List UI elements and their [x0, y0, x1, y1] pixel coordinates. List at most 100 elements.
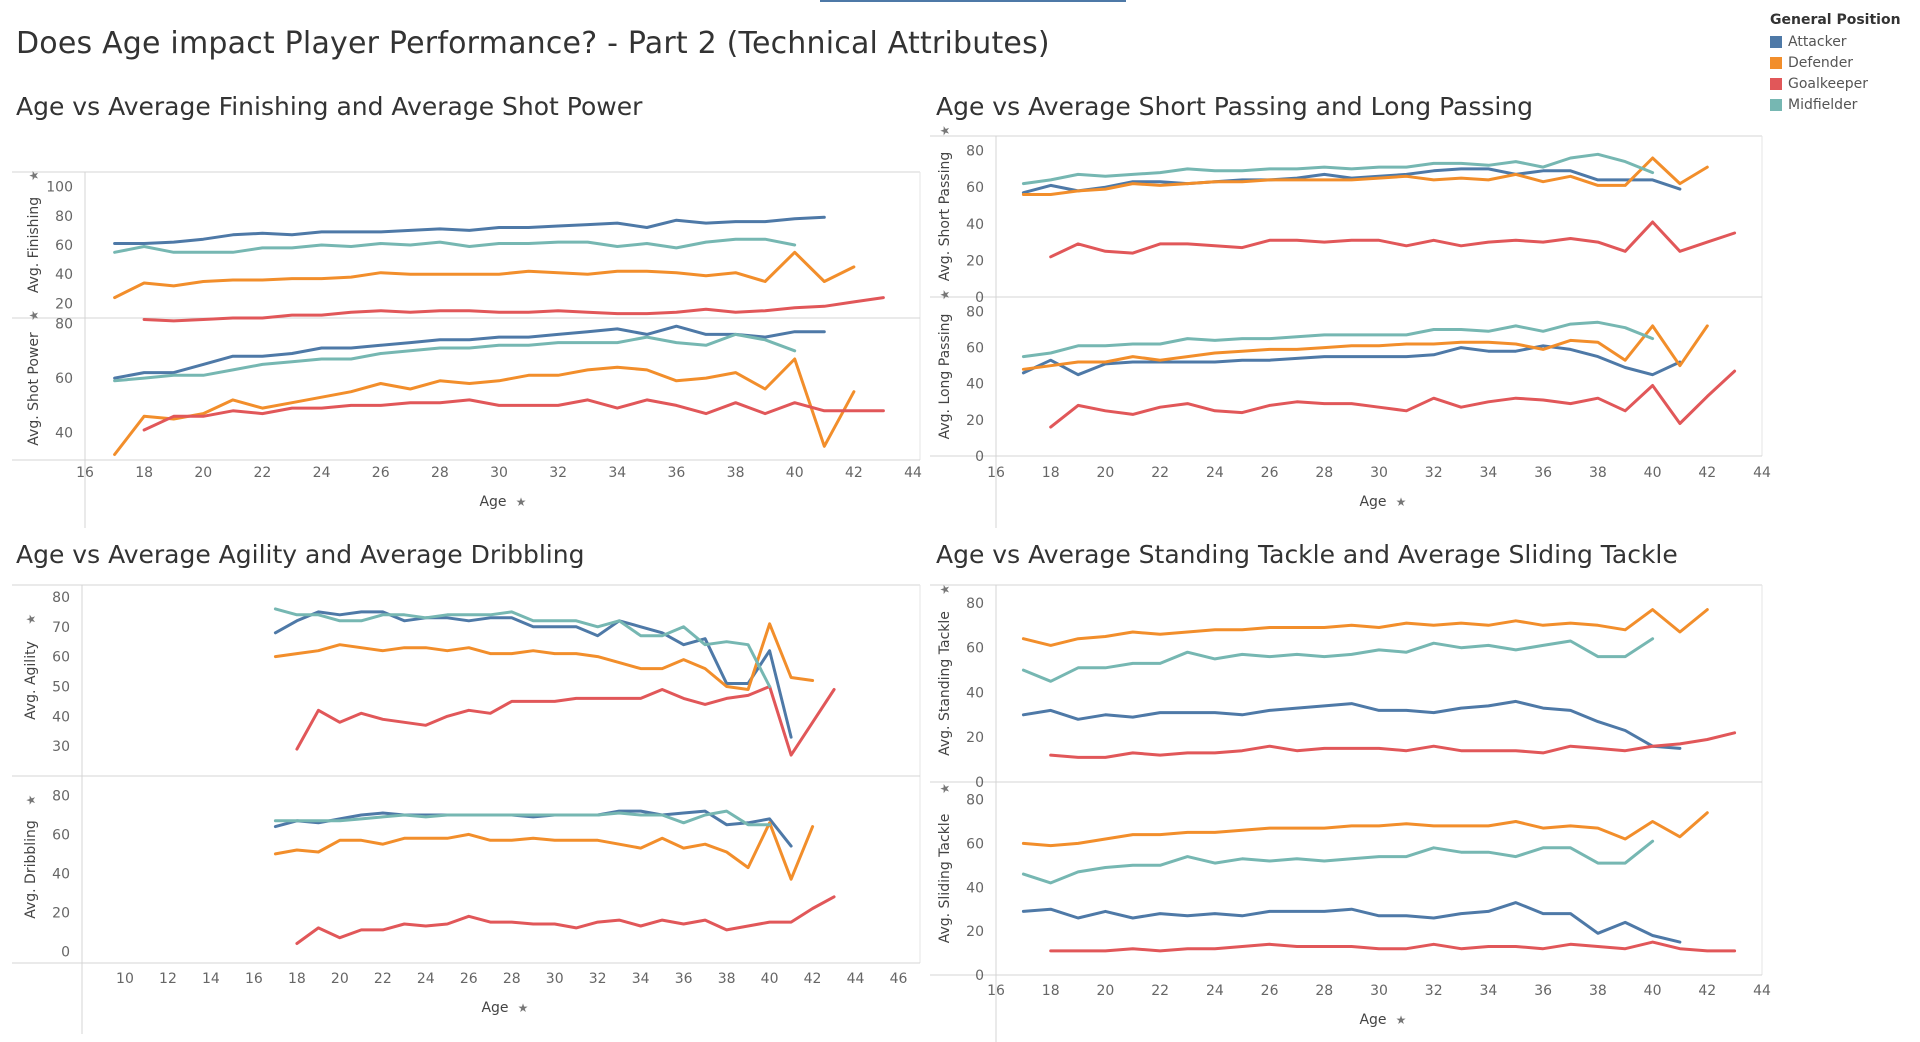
x-tick-label: 30: [546, 971, 564, 987]
series-line-attacker[interactable]: [1021, 167, 1682, 195]
x-tick-label: 34: [1480, 465, 1498, 481]
x-tick-label: 32: [549, 465, 567, 481]
pin-icon[interactable]: ★: [938, 289, 952, 300]
series-line-defender[interactable]: [1021, 608, 1709, 647]
x-tick-label: 36: [675, 971, 693, 987]
x-tick-label: 44: [1753, 465, 1771, 481]
pin-icon[interactable]: ★: [1396, 495, 1407, 509]
series-line-midfielder[interactable]: [1021, 637, 1655, 683]
legend-item-attacker[interactable]: Attacker: [1770, 31, 1920, 52]
series-line-goalkeeper[interactable]: [1049, 220, 1737, 259]
x-tick-label: 32: [589, 971, 607, 987]
series-line-defender[interactable]: [1021, 324, 1709, 371]
x-tick-label: 22: [1151, 465, 1169, 481]
series-line-midfielder[interactable]: [113, 332, 797, 383]
series-line-attacker[interactable]: [1021, 699, 1682, 750]
x-tick-label: 16: [76, 465, 94, 481]
legend-item-defender[interactable]: Defender: [1770, 52, 1920, 73]
series-line-attacker[interactable]: [1021, 344, 1682, 377]
legend-item-midfielder[interactable]: Midfielder: [1770, 94, 1920, 115]
series-line-defender[interactable]: [113, 357, 856, 456]
dashboard-title: Does Age impact Player Performance? - Pa…: [16, 26, 1050, 61]
x-tick-label: 42: [1698, 465, 1716, 481]
x-tick-label: 34: [1480, 983, 1498, 999]
series-line-midfielder[interactable]: [1021, 152, 1655, 186]
pin-icon[interactable]: ★: [938, 783, 952, 794]
x-tick-label: 26: [372, 465, 390, 481]
y-tick-label: 70: [52, 620, 70, 636]
pin-icon[interactable]: ★: [938, 125, 952, 136]
legend-swatch-midfielder: [1770, 98, 1782, 111]
y-tick-label: 20: [966, 413, 984, 429]
series-line-defender[interactable]: [1021, 156, 1709, 196]
y-tick-label: 80: [966, 144, 984, 160]
series-line-attacker[interactable]: [273, 809, 793, 848]
pin-icon[interactable]: ★: [24, 614, 38, 625]
y-axis-title: Avg. Short Passing: [937, 152, 953, 281]
pin-icon[interactable]: ★: [1396, 1013, 1407, 1027]
y-tick-label: 40: [52, 866, 70, 882]
series-line-defender[interactable]: [273, 821, 815, 881]
pin-icon[interactable]: ★: [24, 795, 38, 806]
series-line-attacker[interactable]: [113, 215, 826, 245]
series-line-goalkeeper[interactable]: [1049, 731, 1737, 759]
y-tick-label: 0: [975, 290, 984, 306]
pin-icon[interactable]: ★: [27, 310, 41, 321]
x-tick-label: 42: [804, 971, 822, 987]
x-tick-label: 10: [116, 971, 134, 987]
pin-icon[interactable]: ★: [518, 1001, 529, 1015]
y-tick-label: 80: [966, 793, 984, 809]
legend: General Position Attacker Defender Goalk…: [1770, 12, 1920, 115]
y-tick-label: 60: [966, 180, 984, 196]
x-tick-label: 24: [417, 971, 435, 987]
y-tick-label: 20: [52, 905, 70, 921]
x-tick-label: 44: [904, 465, 922, 481]
y-tick-label: 80: [55, 209, 73, 225]
x-tick-label: 16: [245, 971, 263, 987]
series-line-midfielder[interactable]: [273, 607, 772, 688]
x-tick-label: 26: [1261, 983, 1279, 999]
series-line-attacker[interactable]: [1021, 901, 1682, 944]
x-tick-label: 14: [202, 971, 220, 987]
y-tick-label: 20: [966, 253, 984, 269]
series-line-goalkeeper[interactable]: [1049, 940, 1737, 953]
legend-item-goalkeeper[interactable]: Goalkeeper: [1770, 73, 1920, 94]
series-line-goalkeeper[interactable]: [295, 895, 836, 945]
chart-title-passing: Age vs Average Short Passing and Long Pa…: [936, 92, 1534, 121]
y-tick-label: 80: [966, 596, 984, 612]
series-line-goalkeeper[interactable]: [1049, 369, 1737, 429]
pin-icon[interactable]: ★: [938, 584, 952, 595]
series-line-defender[interactable]: [113, 250, 856, 300]
y-tick-label: 40: [52, 709, 70, 725]
series-line-defender[interactable]: [1021, 811, 1709, 848]
x-tick-label: 30: [1370, 983, 1388, 999]
series-line-midfielder[interactable]: [113, 237, 797, 254]
series-line-midfielder[interactable]: [273, 809, 772, 827]
series-line-goalkeeper[interactable]: [142, 296, 885, 323]
x-axis-title: Age: [479, 494, 506, 510]
x-tick-label: 30: [1370, 465, 1388, 481]
series-line-midfielder[interactable]: [1021, 320, 1655, 359]
chart-3-age-vs-average-standing-tackle-and-average-sliding-tackle: 0 20 40 60 80 Avg. Standing Tackle ★ 0 20 40 60 80 A…: [930, 584, 1771, 1042]
series-line-attacker[interactable]: [113, 324, 826, 380]
y-tick-label: 40: [966, 880, 984, 896]
y-tick-label: 80: [52, 590, 70, 606]
y-axis-title: Avg. Dribbling: [23, 820, 39, 919]
series-line-attacker[interactable]: [273, 610, 793, 739]
panel-avg-sliding-tackle: 0 20 40 60 80 Avg. Sliding Tackle ★: [930, 783, 1762, 984]
y-tick-label: 60: [966, 836, 984, 852]
y-axis-title: Avg. Sliding Tackle: [937, 814, 953, 944]
series-line-midfielder[interactable]: [1021, 839, 1655, 885]
y-axis-title: Avg. Long Passing: [937, 314, 953, 440]
pin-icon[interactable]: ★: [27, 170, 41, 181]
pin-icon[interactable]: ★: [516, 495, 527, 509]
x-tick-label: 28: [431, 465, 449, 481]
series-line-defender[interactable]: [273, 622, 815, 691]
x-tick-label: 38: [1589, 465, 1607, 481]
x-tick-label: 32: [1425, 983, 1443, 999]
series-line-goalkeeper[interactable]: [295, 685, 836, 757]
panel-avg-standing-tackle: 0 20 40 60 80 Avg. Standing Tackle ★: [930, 584, 1762, 791]
series-line-goalkeeper[interactable]: [142, 398, 885, 432]
legend-title: General Position: [1770, 12, 1901, 28]
